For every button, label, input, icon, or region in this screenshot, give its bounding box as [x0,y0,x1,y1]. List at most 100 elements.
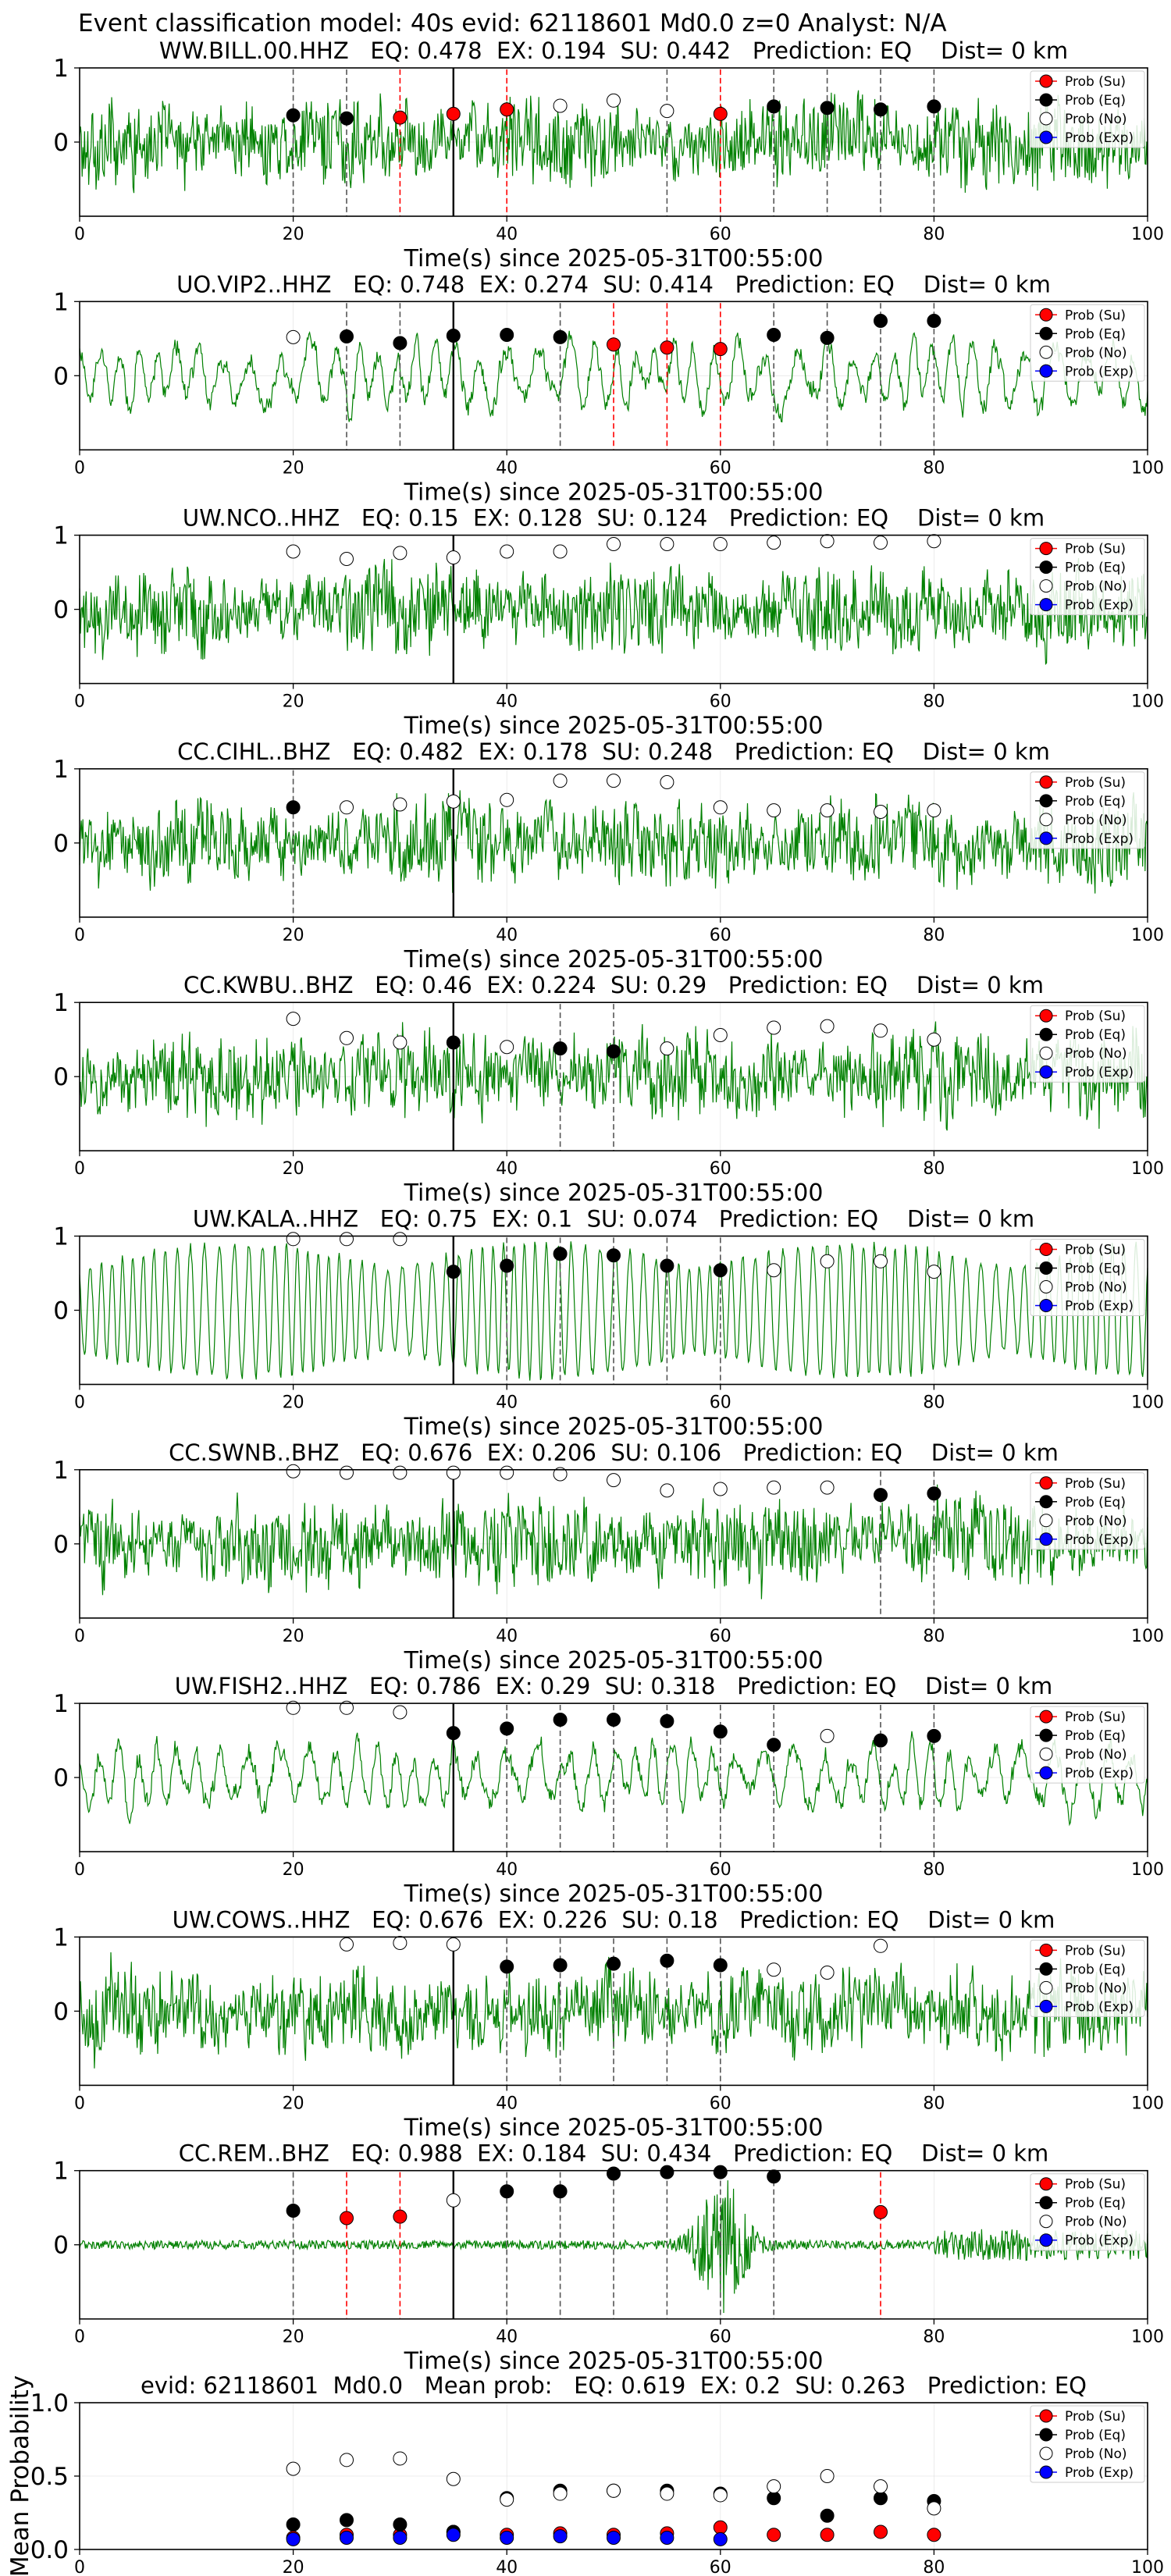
seismic-trace [79,1484,1148,1599]
y-tick-label: 1 [53,1923,69,1952]
prob-point-no [340,1232,354,1247]
prob-point-no [927,1032,941,1047]
axes-frame [79,67,1148,217]
legend-label-no: Prob (No) [1065,1514,1127,1529]
station-panel-9: 0 20 40 60 80 100 0 1 Prob (Su) Prob (Eq) Prob (No… [53,1906,1164,2141]
x-tick-label: 40 [496,2558,518,2576]
legend-marker-exp [1039,831,1053,845]
legend-label-su: Prob (Su) [1065,308,1126,323]
legend-label-eq: Prob (Eq) [1065,1728,1126,1744]
prob-point-no [820,534,835,549]
prob-point-eq [927,1728,941,1743]
mean-prob-point-eq [286,2517,301,2532]
prob-point-eq [340,111,354,126]
legend-label-exp: Prob (Exp) [1065,2465,1134,2481]
prob-point-no [607,1473,621,1488]
x-tick-label: 0 [74,225,85,244]
prob-point-no [393,1232,408,1247]
prob-point-no [607,537,621,551]
station-panel-1: 0 20 40 60 80 100 0 1 Prob (Su) Prob (Eq) Prob (No… [53,37,1164,272]
mean-prob-point-exp [713,2532,728,2546]
prob-point-no [660,1483,674,1498]
legend-label-su: Prob (Su) [1065,1710,1126,1725]
x-tick-label: 100 [1131,1159,1164,1179]
prob-point-no [500,792,514,807]
axes-frame [79,1235,1148,1386]
x-tick-label: 100 [1131,926,1164,945]
legend-marker-su [1039,1476,1053,1490]
x-axis-label: Time(s) since 2025-05-31T00:55:00 [404,1179,824,1207]
prob-point-eq [874,102,888,117]
prob-point-no [713,537,728,551]
mean-prob-point-eq [393,2517,408,2532]
x-tick-label: 100 [1131,458,1164,478]
legend-marker-no [1039,1980,1053,1994]
axes-frame [79,1703,1148,1852]
seismic-trace [79,90,1148,194]
legend-label-no: Prob (No) [1065,345,1127,361]
prob-point-eq [553,329,568,344]
prob-point-eq [446,1726,461,1741]
legend-marker-exp [1039,1532,1053,1546]
prob-point-no [660,1041,674,1056]
prob-point-no [553,1467,568,1482]
prob-point-eq [820,101,835,116]
legend-label-eq: Prob (Eq) [1065,794,1126,809]
mean-prob-point-no [607,2483,621,2498]
prob-point-no [446,1937,461,1952]
x-tick-label: 0 [74,1860,85,1880]
prob-point-no [446,794,461,809]
x-tick-label: 20 [283,458,304,478]
prob-point-eq [607,2166,621,2181]
x-tick-label: 100 [1131,225,1164,244]
legend-label-exp: Prob (Exp) [1065,831,1134,847]
legend-label-su: Prob (Su) [1065,775,1126,791]
legend-label-su: Prob (Su) [1065,1943,1126,1959]
x-axis-label: Time(s) since 2025-05-31T00:55:00 [404,245,824,272]
x-tick-label: 100 [1131,2558,1164,2576]
x-tick-label: 0 [74,926,85,945]
prob-point-eq [340,329,354,343]
y-tick-label: 0 [53,1764,69,1792]
prob-point-no [820,1254,835,1268]
mean-prob-point-su [927,2528,941,2542]
y-tick-label: 0 [53,1998,69,2026]
prob-point-no [286,1232,301,1247]
x-tick-label: 40 [496,2328,518,2347]
prob-point-no [874,805,888,819]
prob-point-no [767,1962,781,1977]
x-tick-label: 40 [496,692,518,712]
x-tick-label: 80 [923,1159,945,1179]
x-tick-label: 80 [923,2558,945,2576]
legend-label-eq: Prob (Eq) [1065,1261,1126,1277]
prob-point-no [767,803,781,818]
prob-point-eq [607,1248,621,1263]
x-axis-label: Time(s) since 2025-05-31T00:55:00 [404,1647,824,1674]
x-tick-label: 60 [710,2328,731,2347]
prob-point-su [713,106,728,121]
prob-point-eq [446,1035,461,1050]
legend-marker-no [1039,112,1053,126]
station-panel-5: 0 20 40 60 80 100 0 1 Prob (Su) Prob (Eq) Prob (No… [53,972,1164,1207]
y-tick-label: 1 [53,522,69,550]
x-tick-label: 40 [496,225,518,244]
x-tick-label: 0 [74,458,85,478]
x-tick-label: 100 [1131,692,1164,712]
mean-prob-point-no [340,2453,354,2467]
legend-label-exp: Prob (Exp) [1065,2233,1134,2249]
legend-marker-eq [1039,2196,1053,2210]
x-tick-label: 80 [923,1860,945,1880]
prob-point-eq [767,1738,781,1752]
legend-box [1030,70,1145,148]
panel-title: CC.CIHL..BHZ EQ: 0.482 EX: 0.178 SU: 0.2… [177,738,1050,765]
legend-label-eq: Prob (Eq) [1065,560,1126,576]
prob-point-eq [500,2184,514,2199]
prob-point-no [446,550,461,565]
prob-point-su [607,337,621,352]
x-tick-label: 0 [74,1159,85,1179]
mean-prob-point-eq [767,2491,781,2506]
mean-prob-point-no [820,2469,835,2483]
prob-point-no [927,1265,941,1279]
prob-point-eq [927,314,941,328]
mean-prob-point-exp [340,2530,354,2545]
